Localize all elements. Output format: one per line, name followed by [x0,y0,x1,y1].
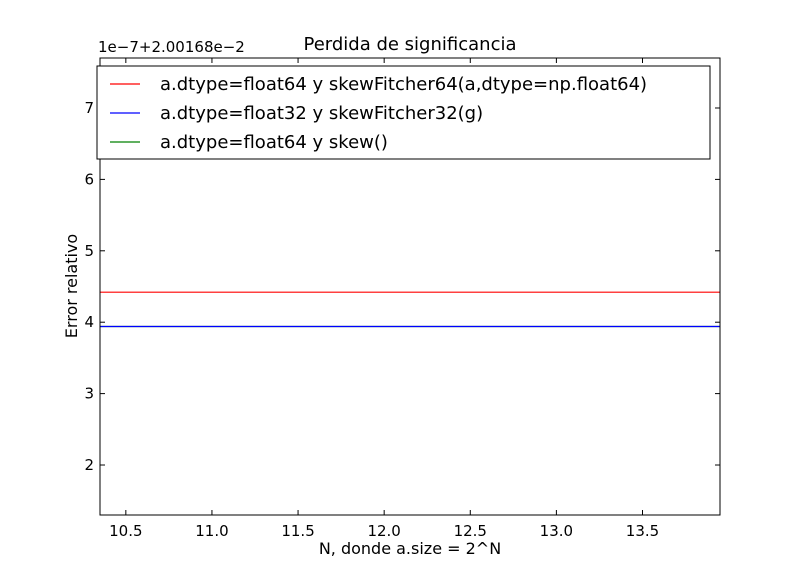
y-tick-label: 5 [84,242,94,260]
y-tick-label: 3 [84,385,94,403]
legend-entries: a.dtype=float64 y skewFitcher64(a,dtype=… [110,74,647,153]
legend: a.dtype=float64 y skewFitcher64(a,dtype=… [96,65,711,160]
legend-label-2: a.dtype=float32 y skewFitcher32(g) [160,103,483,124]
x-tick-label: 11.0 [195,522,228,540]
x-tick-label: 10.5 [109,522,142,540]
x-tick-label: 13.0 [540,522,573,540]
x-tick-label: 12.0 [367,522,400,540]
x-tick-label: 13.5 [626,522,659,540]
y-tick-label: 4 [84,313,94,331]
y-axis-label: Error relativo [62,234,81,338]
x-tick-label: 11.5 [281,522,314,540]
y-tick-label: 2 [84,456,94,474]
y-tick-label: 6 [84,170,94,188]
y-tick-label: 7 [84,99,94,117]
legend-label-3: a.dtype=float64 y skew() [160,132,388,153]
plot-frame [99,57,721,516]
y-offset-label: 1e−7+2.00168e−2 [98,38,245,56]
chart-title: Perdida de significancia [303,34,516,55]
x-tick-label: 12.5 [454,522,487,540]
legend-label-1: a.dtype=float64 y skewFitcher64(a,dtype=… [160,74,647,95]
series-layer [100,291,720,328]
tick-layer: 10.5 11.0 11.5 12.0 12.5 13.0 13.5 2 3 4 5 6 7 [84,58,720,540]
legend-box [96,65,711,160]
x-axis-label: N, donde a.size = 2^N [319,539,501,558]
